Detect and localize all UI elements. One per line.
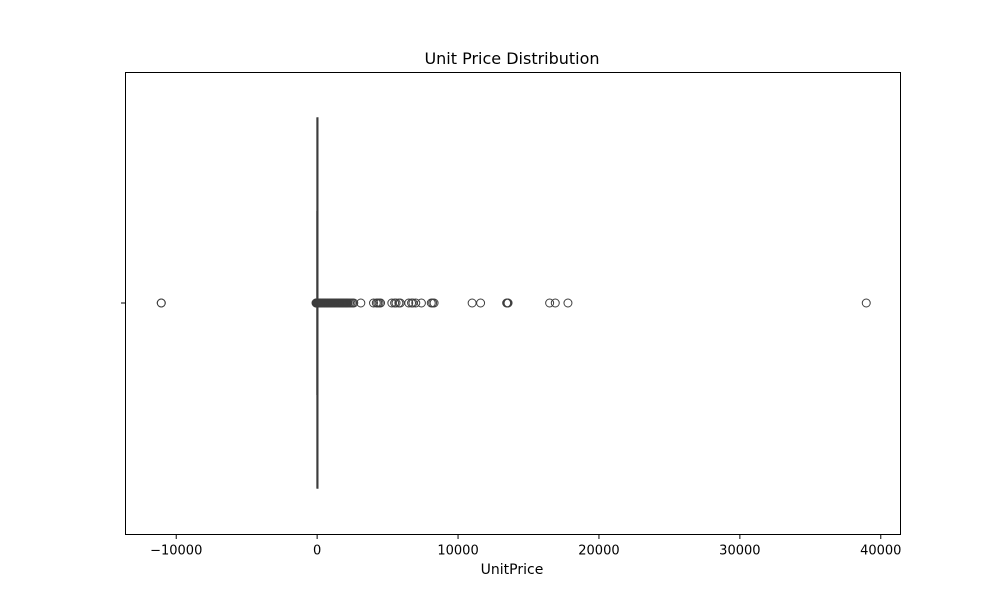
outlier-point (369, 298, 378, 308)
outlier-point (156, 298, 166, 308)
outlier-point (404, 298, 414, 308)
chart-title: Unit Price Distribution (424, 49, 599, 68)
outlier-point (563, 298, 573, 308)
plot-marks (156, 117, 871, 489)
x-tick-label: 20000 (578, 544, 619, 559)
x-tick-label: 30000 (719, 544, 760, 559)
x-tick-label: 10000 (437, 544, 478, 559)
outlier-point (550, 298, 560, 308)
outlier-point (861, 298, 871, 308)
x-tick-label: −10000 (150, 544, 202, 559)
x-tick-label: 40000 (860, 544, 901, 559)
outlier-point (356, 298, 366, 308)
x-axis-label: UnitPrice (481, 562, 544, 578)
x-axis-ticks: −10000 0 10000 20000 30000 40000 (150, 534, 901, 559)
outlier-point (376, 298, 386, 308)
outlier-point (467, 298, 477, 308)
outlier-point (391, 298, 401, 308)
outlier-point (545, 298, 555, 308)
x-tick-label: 0 (313, 544, 321, 559)
outlier-point (411, 298, 421, 308)
outlier-point (349, 298, 359, 308)
outlier-point (416, 298, 426, 308)
outlier-point (429, 298, 439, 308)
outlier-point (476, 298, 486, 308)
outlier-point (503, 298, 513, 308)
plot-frame (125, 72, 901, 535)
